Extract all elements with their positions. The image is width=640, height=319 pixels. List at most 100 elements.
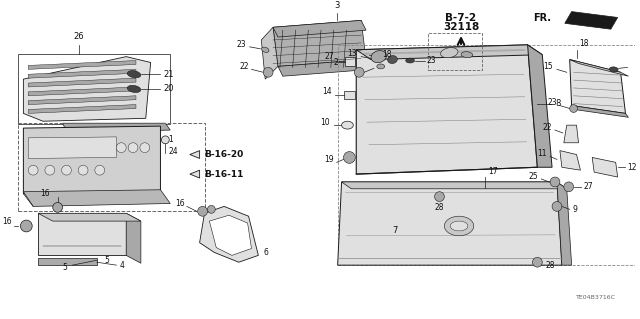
Text: 11: 11	[538, 149, 547, 158]
Text: 3: 3	[334, 1, 339, 10]
Ellipse shape	[371, 51, 387, 63]
Polygon shape	[356, 45, 542, 60]
Text: 7: 7	[393, 226, 398, 235]
Circle shape	[20, 220, 32, 232]
Polygon shape	[28, 61, 136, 69]
Text: 23: 23	[237, 41, 246, 49]
Ellipse shape	[261, 47, 269, 52]
Circle shape	[435, 192, 444, 202]
Circle shape	[344, 152, 355, 163]
Text: 5: 5	[63, 263, 67, 271]
Circle shape	[550, 177, 560, 187]
Text: B-7-2: B-7-2	[445, 13, 477, 23]
Polygon shape	[28, 69, 136, 78]
Text: 18: 18	[579, 39, 589, 48]
Circle shape	[570, 105, 577, 112]
Text: 22: 22	[239, 62, 248, 71]
Circle shape	[564, 182, 573, 192]
Text: B-16-11: B-16-11	[205, 170, 244, 179]
Text: 17: 17	[488, 167, 498, 176]
Polygon shape	[63, 123, 170, 133]
Ellipse shape	[342, 121, 353, 129]
Ellipse shape	[127, 85, 141, 93]
Polygon shape	[209, 215, 252, 256]
Text: 20: 20	[163, 85, 174, 93]
Text: 23: 23	[547, 98, 557, 107]
Polygon shape	[278, 60, 371, 76]
Text: 1: 1	[168, 135, 173, 144]
Polygon shape	[564, 125, 579, 143]
Text: 27: 27	[584, 182, 593, 191]
Circle shape	[198, 206, 207, 216]
Polygon shape	[190, 170, 200, 178]
Polygon shape	[564, 11, 618, 29]
Text: 23: 23	[427, 56, 436, 65]
Polygon shape	[38, 213, 141, 221]
Text: 5: 5	[104, 256, 109, 265]
Polygon shape	[273, 20, 366, 66]
Text: 27: 27	[324, 52, 333, 61]
Circle shape	[45, 165, 54, 175]
Text: 19: 19	[324, 155, 333, 164]
Circle shape	[61, 165, 71, 175]
Circle shape	[263, 67, 273, 77]
Text: 6: 6	[263, 248, 268, 257]
Bar	[344, 91, 355, 99]
Circle shape	[78, 165, 88, 175]
Ellipse shape	[388, 56, 397, 63]
Polygon shape	[38, 258, 97, 265]
Circle shape	[28, 165, 38, 175]
Ellipse shape	[440, 48, 458, 58]
Polygon shape	[338, 182, 562, 265]
Text: 16: 16	[2, 217, 12, 226]
Polygon shape	[24, 126, 161, 194]
Text: 13: 13	[348, 49, 357, 58]
Text: 18: 18	[383, 50, 392, 59]
Polygon shape	[28, 78, 136, 87]
Polygon shape	[527, 45, 552, 167]
Circle shape	[532, 257, 542, 267]
Bar	[338, 45, 640, 265]
Text: 26: 26	[74, 32, 84, 41]
Ellipse shape	[406, 58, 415, 63]
Circle shape	[52, 203, 63, 212]
Ellipse shape	[451, 221, 468, 231]
Polygon shape	[28, 96, 136, 105]
Polygon shape	[28, 105, 136, 113]
Text: 22: 22	[543, 122, 552, 132]
Bar	[19, 123, 205, 211]
Polygon shape	[261, 27, 278, 79]
Circle shape	[95, 165, 105, 175]
Circle shape	[355, 67, 364, 77]
Polygon shape	[592, 158, 618, 177]
Polygon shape	[557, 182, 572, 265]
Circle shape	[140, 143, 150, 152]
Text: B-16-20: B-16-20	[205, 150, 244, 159]
Polygon shape	[28, 137, 116, 159]
Ellipse shape	[377, 64, 385, 69]
Ellipse shape	[461, 52, 473, 58]
Text: 8: 8	[555, 99, 561, 108]
Text: TE04B3716C: TE04B3716C	[576, 295, 616, 300]
Polygon shape	[190, 151, 200, 159]
Text: FR.: FR.	[533, 13, 551, 23]
Bar	[19, 54, 170, 124]
Polygon shape	[38, 213, 126, 256]
Ellipse shape	[444, 216, 474, 236]
Circle shape	[161, 136, 169, 144]
Text: 16: 16	[175, 199, 185, 208]
Polygon shape	[572, 106, 628, 117]
Polygon shape	[24, 56, 150, 121]
Polygon shape	[570, 60, 628, 76]
Text: 24: 24	[168, 147, 178, 156]
Polygon shape	[342, 182, 567, 189]
Text: 4: 4	[119, 261, 124, 270]
Text: 28: 28	[545, 261, 555, 270]
Text: 25: 25	[529, 172, 538, 181]
Text: 10: 10	[320, 118, 330, 127]
Text: 32118: 32118	[443, 22, 479, 32]
Ellipse shape	[127, 71, 141, 78]
Ellipse shape	[609, 67, 618, 72]
Polygon shape	[356, 45, 538, 174]
Polygon shape	[126, 213, 141, 263]
